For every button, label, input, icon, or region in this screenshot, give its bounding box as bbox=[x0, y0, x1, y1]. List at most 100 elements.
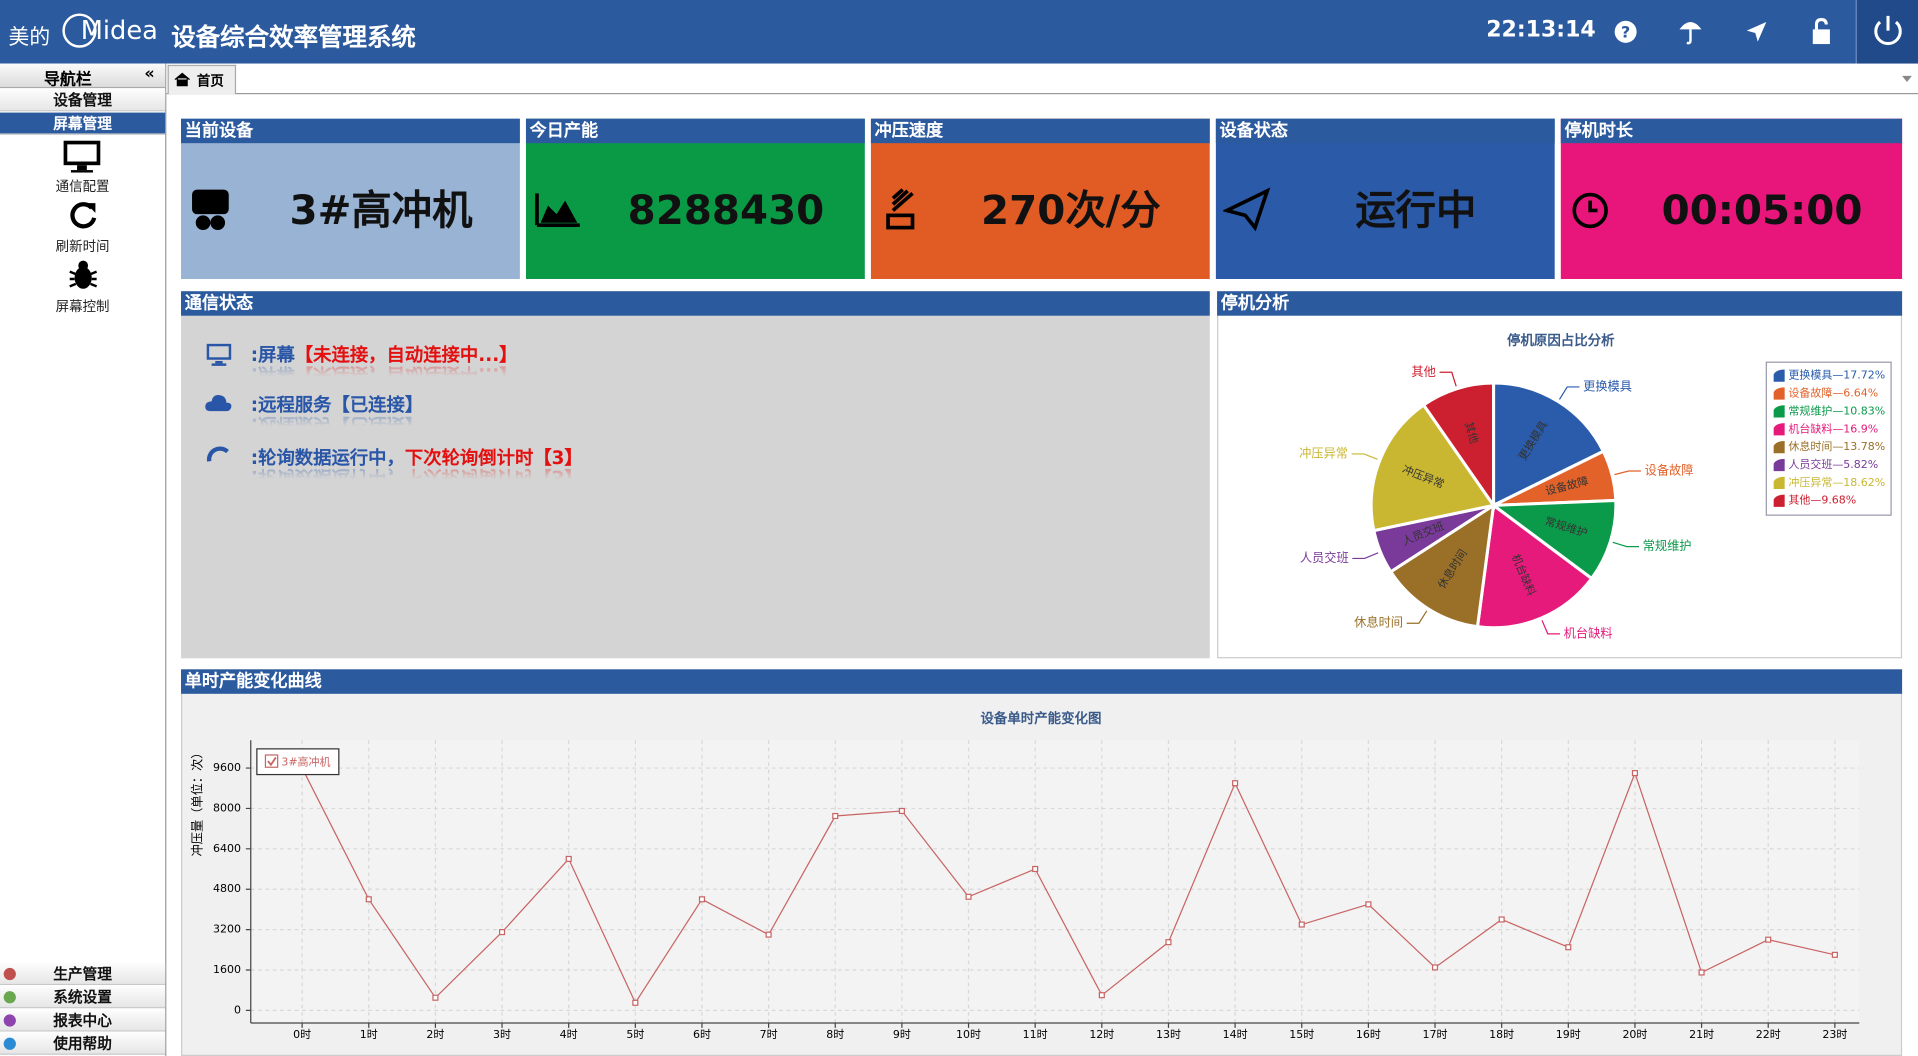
data-point bbox=[1032, 865, 1039, 873]
card-title: 冲压速度 bbox=[870, 118, 1210, 144]
svg-text:?: ? bbox=[1621, 22, 1630, 41]
data-point bbox=[898, 807, 905, 815]
panel-title: 停机分析 bbox=[1217, 291, 1903, 316]
chart-title: 设备单时产能变化图 bbox=[980, 710, 1101, 727]
nav-sub-item[interactable]: 屏幕控制 bbox=[55, 298, 110, 315]
leader-line bbox=[1352, 552, 1379, 560]
slice-label: 其他 bbox=[1462, 420, 1481, 445]
comm-text: 【未连接，自动连接中...】 bbox=[294, 343, 518, 366]
pie-slice bbox=[1475, 502, 1594, 630]
comm-text: :屏幕 bbox=[250, 343, 295, 366]
nav-item[interactable]: 使用帮助 bbox=[0, 1032, 166, 1055]
x-tick-label: 4时 bbox=[560, 1028, 578, 1041]
comm-panel: 通信状态 bbox=[181, 291, 1210, 659]
x-tick-label: 12时 bbox=[1089, 1028, 1114, 1041]
panel-title: 单时产能变化曲线 bbox=[181, 669, 1903, 694]
outer-label: 常规维护 bbox=[1643, 538, 1692, 553]
brand: 美的 bbox=[8, 25, 51, 51]
legend-box bbox=[1765, 361, 1892, 516]
nav-item[interactable]: 报表中心 bbox=[0, 1009, 166, 1032]
data-point bbox=[498, 929, 506, 936]
pie-slice bbox=[1421, 381, 1496, 511]
lock-button[interactable] bbox=[1809, 17, 1833, 46]
leader-line bbox=[1541, 620, 1560, 635]
nav-item[interactable]: 设备管理 bbox=[0, 89, 166, 112]
legend-swatch bbox=[1773, 369, 1785, 382]
pie-slice bbox=[1489, 498, 1618, 581]
card-title: 设备状态 bbox=[1215, 118, 1555, 144]
nav-item-icon bbox=[3, 1037, 16, 1050]
help-button[interactable]: ? bbox=[1612, 18, 1639, 45]
tab-dropdown[interactable] bbox=[1901, 73, 1913, 83]
nav-header: 导航栏 « bbox=[0, 63, 166, 89]
nav-sub-item[interactable]: 刷新时间 bbox=[55, 238, 110, 255]
data-point bbox=[1298, 921, 1305, 928]
x-tick-label: 17时 bbox=[1423, 1028, 1448, 1041]
legend-label: 机台缺料—16.9% bbox=[1788, 421, 1878, 435]
tab[interactable]: 首页 bbox=[167, 64, 237, 95]
x-tick-label: 7时 bbox=[760, 1028, 778, 1041]
legend-swatch bbox=[1773, 494, 1785, 507]
kpi-card: 设备状态运行中 bbox=[1215, 118, 1555, 279]
tab-label: 首页 bbox=[196, 73, 224, 90]
data-point bbox=[698, 896, 706, 903]
data-point bbox=[1631, 770, 1639, 777]
comm-text: :远程服务【已连接】 bbox=[250, 394, 424, 417]
umbrella-button[interactable] bbox=[1677, 17, 1704, 46]
refresh-icon bbox=[70, 202, 97, 229]
card-value: 270次/分 bbox=[981, 185, 1161, 234]
legend-swatch bbox=[1773, 440, 1785, 454]
nav-item[interactable]: 屏幕管理 bbox=[0, 112, 166, 135]
leader-line bbox=[1351, 453, 1378, 460]
x-tick-label: 9时 bbox=[893, 1028, 911, 1041]
card-value: 运行中 bbox=[1355, 185, 1477, 234]
legend-label: 设备故障—6.64% bbox=[1788, 386, 1878, 400]
data-point bbox=[1165, 939, 1172, 946]
leader-line bbox=[1558, 386, 1580, 400]
outer-label: 人员交班 bbox=[1300, 550, 1349, 565]
y-tick-label: 8000 bbox=[213, 801, 241, 814]
tab-bar: 首页 bbox=[166, 63, 1918, 95]
x-tick-label: 21时 bbox=[1689, 1028, 1714, 1041]
plane-button[interactable] bbox=[1743, 18, 1770, 45]
nav-item-icon bbox=[3, 991, 16, 1004]
leader-line bbox=[1439, 371, 1457, 387]
data-point bbox=[365, 896, 372, 903]
data-point bbox=[965, 893, 972, 900]
nav-sub-item[interactable]: 通信配置 bbox=[55, 178, 110, 195]
x-tick-label: 0时 bbox=[293, 1028, 311, 1041]
legend-label: 其他—9.68% bbox=[1788, 494, 1856, 507]
screen-icon bbox=[206, 343, 232, 366]
pie-slice bbox=[1492, 381, 1606, 508]
outer-label: 更换模具 bbox=[1583, 379, 1632, 393]
bug-icon bbox=[69, 260, 98, 289]
x-tick-label: 10时 bbox=[956, 1028, 981, 1041]
nav-item[interactable]: 系统设置 bbox=[0, 986, 166, 1009]
card-title: 停机时长 bbox=[1560, 118, 1903, 144]
x-tick-label: 11时 bbox=[1023, 1028, 1048, 1041]
data-point bbox=[1765, 936, 1772, 943]
x-tick-label: 6时 bbox=[693, 1028, 711, 1041]
data-point bbox=[1565, 944, 1572, 951]
card-icon bbox=[1572, 192, 1608, 229]
legend-label: 休息时间—13.78% bbox=[1788, 439, 1885, 453]
x-tick-label: 20时 bbox=[1622, 1028, 1647, 1041]
nav-item[interactable]: 生产管理 bbox=[0, 963, 166, 986]
legend-label: 3#高冲机 bbox=[281, 754, 330, 768]
data-point bbox=[1698, 969, 1705, 976]
nav-item-icon bbox=[3, 967, 16, 981]
power-button[interactable] bbox=[1855, 0, 1918, 64]
kpi-card: 停机时长 00:05:00 bbox=[1560, 118, 1903, 279]
card-title: 今日产能 bbox=[525, 118, 865, 144]
chart-title: 停机原因占比分析 bbox=[1507, 332, 1615, 349]
card-icon bbox=[886, 188, 915, 230]
kpi-card: 冲压速度 270次/分 bbox=[870, 118, 1210, 279]
collapse-button[interactable]: « bbox=[144, 64, 155, 84]
legend-label: 冲压异常—18.62% bbox=[1788, 475, 1885, 489]
comm-line: :远程服务【已连接】 bbox=[251, 392, 423, 418]
x-tick-label: 23时 bbox=[1822, 1028, 1847, 1041]
monitor-icon bbox=[63, 140, 101, 173]
y-tick-label: 4800 bbox=[213, 882, 241, 895]
